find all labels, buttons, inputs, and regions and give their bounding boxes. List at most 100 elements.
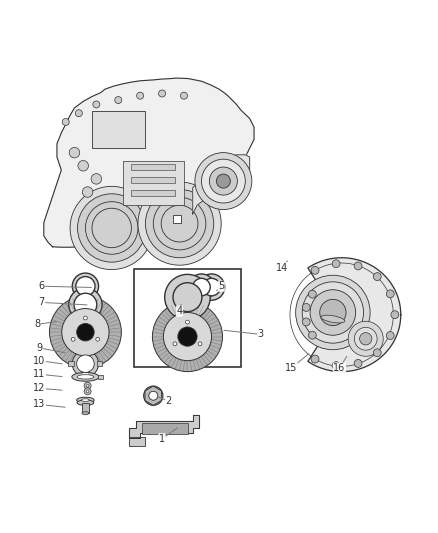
- Bar: [173, 215, 181, 223]
- Circle shape: [373, 349, 381, 357]
- Bar: [92, 111, 145, 148]
- Text: 4: 4: [177, 306, 183, 316]
- Circle shape: [71, 337, 75, 341]
- Ellipse shape: [81, 399, 89, 401]
- Circle shape: [386, 290, 394, 298]
- Text: 12: 12: [33, 383, 46, 393]
- Circle shape: [78, 194, 146, 262]
- Text: 16: 16: [333, 363, 346, 373]
- Text: 8: 8: [34, 319, 40, 329]
- Text: 1: 1: [159, 434, 165, 443]
- Circle shape: [78, 160, 88, 171]
- Bar: [131, 177, 175, 183]
- Text: 15: 15: [285, 363, 297, 373]
- Bar: [131, 190, 175, 197]
- Bar: [68, 361, 74, 366]
- Text: 5: 5: [218, 281, 224, 291]
- Circle shape: [72, 273, 99, 300]
- Text: 13: 13: [33, 399, 46, 409]
- Circle shape: [203, 278, 220, 296]
- Circle shape: [302, 318, 310, 326]
- Circle shape: [173, 342, 177, 346]
- Ellipse shape: [77, 400, 94, 405]
- Bar: [123, 161, 184, 205]
- Circle shape: [77, 324, 94, 341]
- Circle shape: [173, 282, 202, 312]
- Polygon shape: [145, 386, 162, 405]
- Circle shape: [310, 290, 356, 335]
- Circle shape: [308, 290, 316, 298]
- Circle shape: [354, 262, 362, 270]
- Circle shape: [354, 327, 377, 350]
- Bar: [82, 403, 89, 413]
- Circle shape: [86, 384, 89, 387]
- Circle shape: [149, 391, 158, 400]
- Circle shape: [86, 390, 89, 393]
- Circle shape: [201, 159, 245, 203]
- Ellipse shape: [82, 411, 89, 415]
- Circle shape: [69, 288, 102, 321]
- Circle shape: [296, 275, 370, 350]
- Circle shape: [137, 92, 144, 99]
- Circle shape: [386, 332, 394, 340]
- Text: 10: 10: [33, 356, 46, 366]
- Circle shape: [159, 90, 166, 97]
- Polygon shape: [129, 415, 199, 438]
- Circle shape: [70, 187, 153, 270]
- Circle shape: [91, 174, 102, 184]
- Circle shape: [178, 327, 197, 346]
- Circle shape: [93, 101, 100, 108]
- Circle shape: [75, 110, 82, 117]
- Circle shape: [198, 342, 202, 346]
- Circle shape: [74, 293, 97, 316]
- Text: 3: 3: [258, 329, 264, 340]
- Circle shape: [62, 309, 109, 356]
- Circle shape: [152, 302, 223, 372]
- Circle shape: [49, 296, 121, 368]
- Circle shape: [144, 386, 163, 405]
- Polygon shape: [193, 155, 250, 214]
- Text: 6: 6: [39, 281, 45, 291]
- Circle shape: [332, 362, 340, 369]
- Circle shape: [360, 333, 372, 345]
- Bar: [83, 374, 88, 378]
- Text: 14: 14: [276, 263, 289, 273]
- Circle shape: [209, 167, 237, 195]
- Circle shape: [373, 273, 381, 280]
- Circle shape: [72, 351, 99, 377]
- Circle shape: [308, 331, 316, 339]
- Circle shape: [320, 300, 346, 326]
- Circle shape: [302, 303, 310, 311]
- Circle shape: [302, 282, 364, 343]
- Circle shape: [188, 274, 215, 300]
- Circle shape: [216, 174, 230, 188]
- Bar: [134, 269, 241, 367]
- Ellipse shape: [72, 373, 99, 381]
- Polygon shape: [303, 258, 401, 372]
- Bar: [97, 361, 102, 366]
- Circle shape: [311, 355, 319, 363]
- Bar: [98, 375, 103, 379]
- Text: 7: 7: [39, 297, 45, 308]
- Circle shape: [96, 337, 99, 341]
- Circle shape: [332, 260, 340, 268]
- Ellipse shape: [77, 397, 94, 403]
- Circle shape: [77, 355, 94, 373]
- Circle shape: [84, 388, 91, 395]
- Bar: [142, 423, 188, 434]
- Circle shape: [78, 311, 92, 325]
- Text: 9: 9: [36, 343, 42, 353]
- Circle shape: [84, 382, 91, 389]
- Circle shape: [76, 277, 95, 296]
- Circle shape: [84, 316, 87, 320]
- Circle shape: [348, 321, 383, 356]
- Ellipse shape: [77, 375, 94, 379]
- Circle shape: [138, 182, 221, 265]
- Circle shape: [354, 359, 362, 367]
- Bar: [129, 437, 145, 446]
- Text: 2: 2: [166, 397, 172, 406]
- Circle shape: [82, 187, 93, 197]
- Circle shape: [163, 312, 212, 361]
- Circle shape: [165, 274, 210, 320]
- Circle shape: [62, 118, 69, 125]
